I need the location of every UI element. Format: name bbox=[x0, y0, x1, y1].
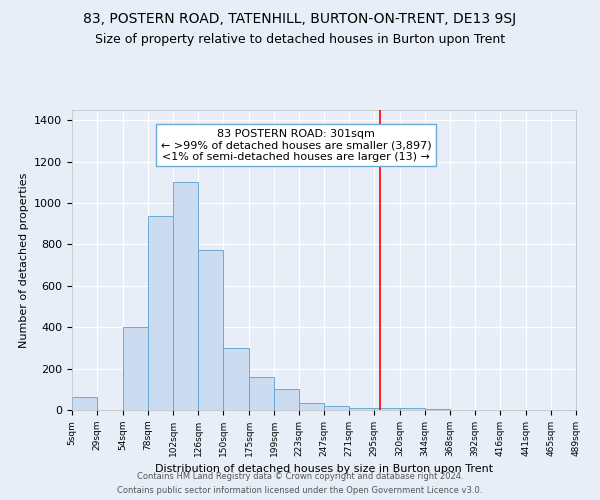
Bar bbox=[72, 396, 97, 410]
Bar bbox=[148, 216, 173, 410]
Bar bbox=[299, 403, 324, 410]
Text: 83 POSTERN ROAD: 301sqm
← >99% of detached houses are smaller (3,897)
<1% of sem: 83 POSTERN ROAD: 301sqm ← >99% of detach… bbox=[161, 128, 431, 162]
X-axis label: Distribution of detached houses by size in Burton upon Trent: Distribution of detached houses by size … bbox=[155, 464, 493, 474]
Text: Size of property relative to detached houses in Burton upon Trent: Size of property relative to detached ho… bbox=[95, 32, 505, 46]
Text: Contains public sector information licensed under the Open Government Licence v3: Contains public sector information licen… bbox=[118, 486, 482, 495]
Bar bbox=[324, 406, 349, 410]
Bar bbox=[274, 390, 299, 410]
Text: Contains HM Land Registry data © Crown copyright and database right 2024.: Contains HM Land Registry data © Crown c… bbox=[137, 472, 463, 481]
Bar bbox=[349, 408, 374, 410]
Bar bbox=[223, 348, 249, 410]
Bar bbox=[425, 409, 450, 410]
Y-axis label: Number of detached properties: Number of detached properties bbox=[19, 172, 29, 348]
Bar bbox=[400, 408, 425, 410]
Bar bbox=[374, 408, 400, 410]
Bar bbox=[173, 182, 198, 410]
Bar bbox=[198, 250, 223, 410]
Bar bbox=[123, 327, 148, 410]
Bar bbox=[249, 377, 274, 410]
Text: 83, POSTERN ROAD, TATENHILL, BURTON-ON-TRENT, DE13 9SJ: 83, POSTERN ROAD, TATENHILL, BURTON-ON-T… bbox=[83, 12, 517, 26]
